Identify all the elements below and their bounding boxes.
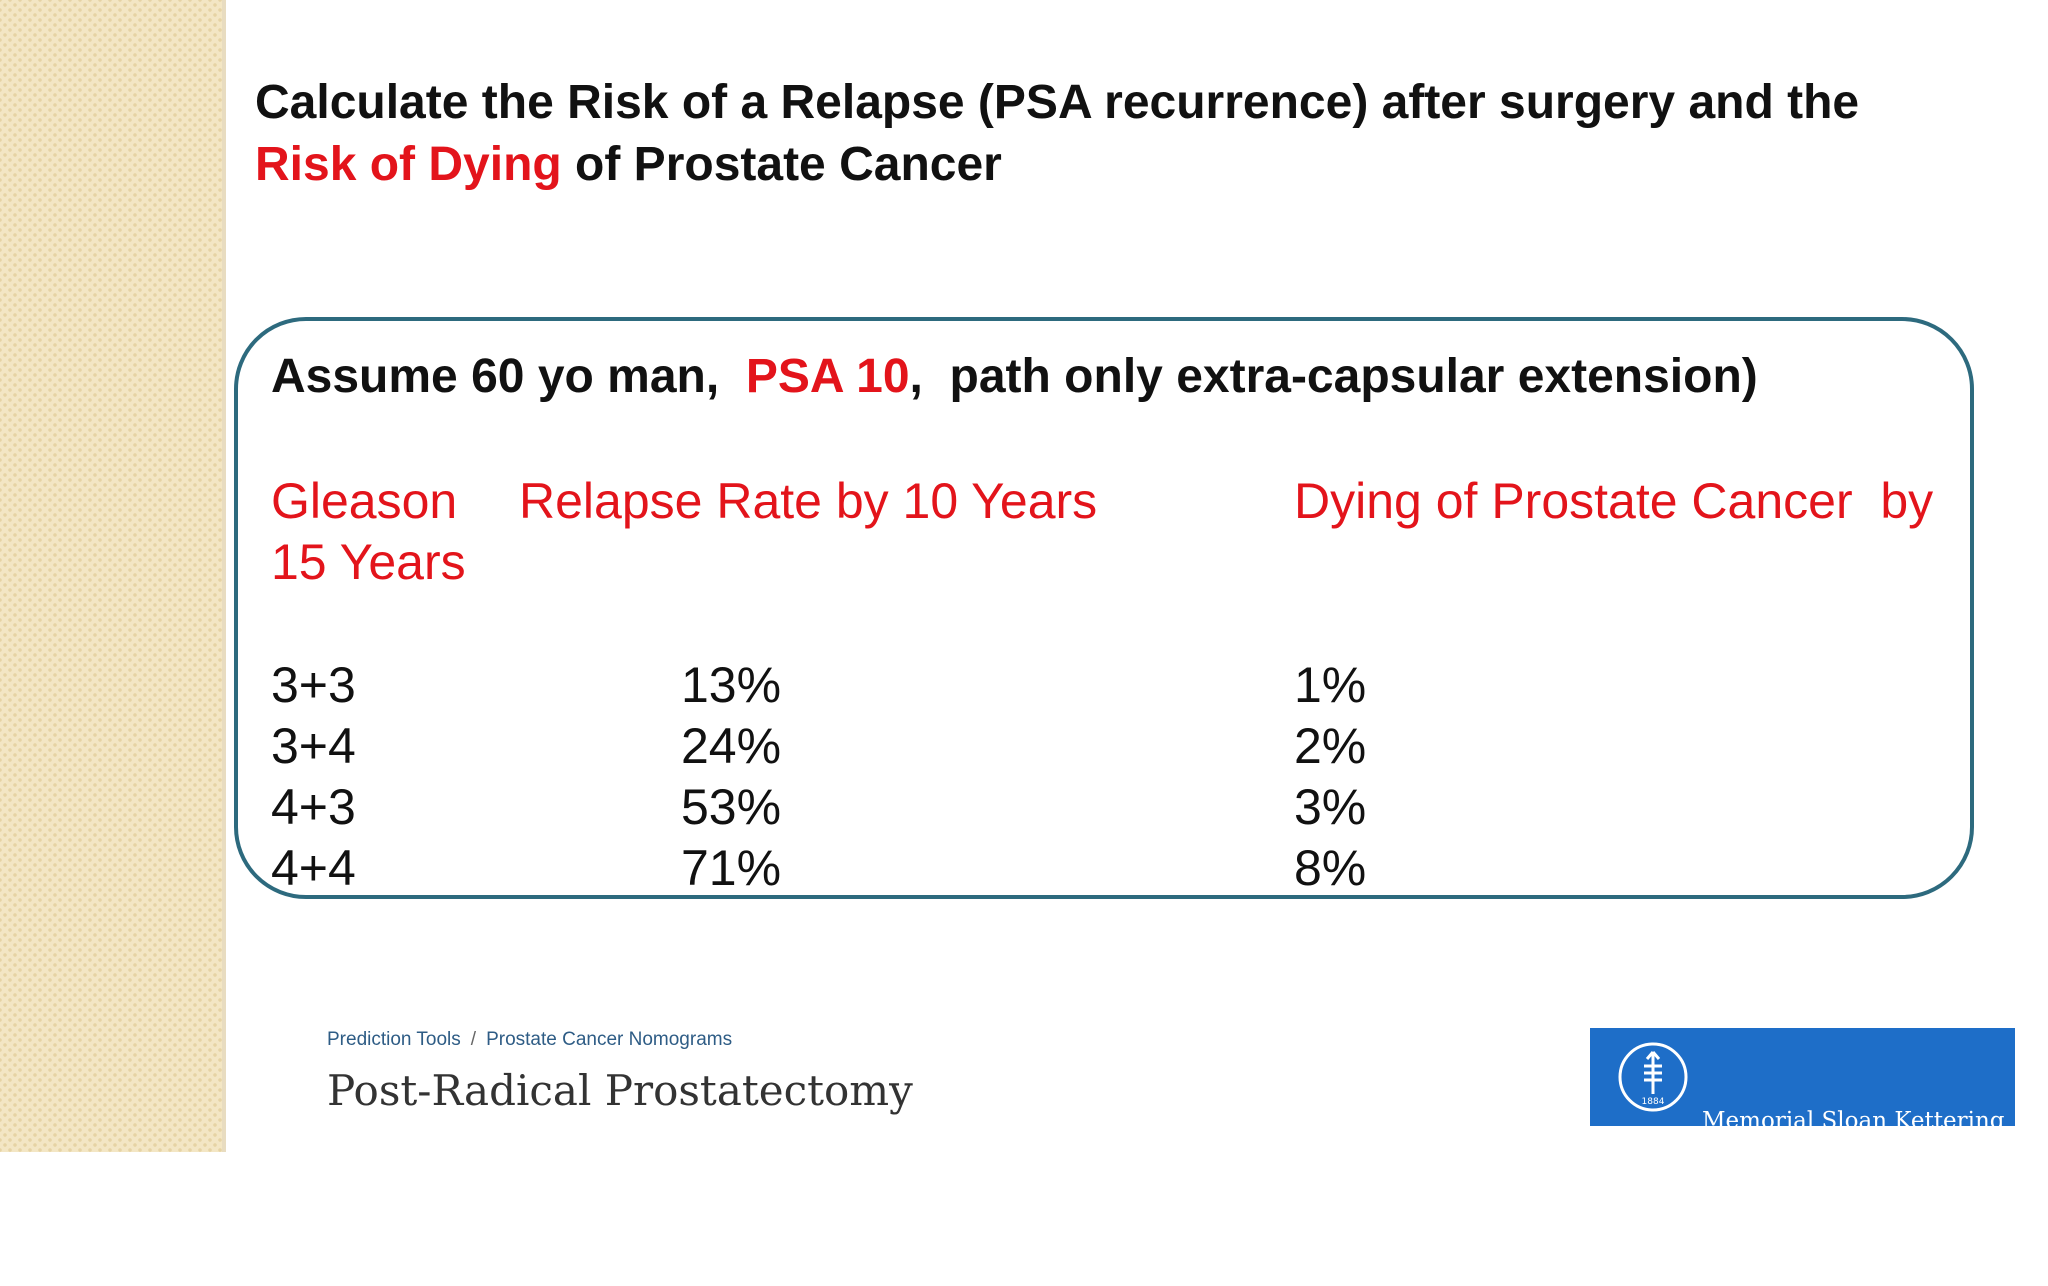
assumption-text: Assume 60 yo man, PSA 10, path only extr… (271, 349, 1758, 404)
header-dying-continued: 15 Years (271, 534, 466, 590)
table-cell-dying: 1% (1294, 657, 1367, 713)
assumption-prefix: Assume 60 yo man, (271, 350, 746, 403)
assumption-highlight: PSA 10 (745, 350, 910, 403)
table-cell-relapse: 13% (681, 657, 782, 713)
decorative-side-strip (0, 0, 226, 1152)
header-gleason: Gleason (271, 473, 458, 529)
page-subtitle: Post-Radical Prostatectomy (327, 1066, 913, 1115)
breadcrumb-separator: / (470, 1029, 477, 1050)
mskcc-emblem-icon: 1884 (1618, 1042, 1688, 1112)
breadcrumb-prediction-tools[interactable]: Prediction Tools (327, 1029, 461, 1050)
mskcc-logo: 1884 Memorial Sloan Kettering Cancer Cen… (1590, 1028, 2015, 1224)
table-cell-relapse: 53% (681, 779, 782, 835)
table-cell-relapse: 71% (681, 840, 782, 896)
table-cell-gleason: 4+3 (271, 779, 356, 835)
breadcrumb-prostate-nomograms[interactable]: Prostate Cancer Nomograms (486, 1029, 733, 1050)
logo-line-2: Cancer Center (1702, 1198, 1873, 1224)
logo-text: Memorial Sloan Kettering Cancer Center (1702, 1046, 2005, 1286)
title-line-1: Calculate the Risk of a Relapse (PSA rec… (255, 76, 1860, 129)
header-dying: Dying of Prostate Cancer by (1294, 473, 1934, 529)
header-relapse-rate: Relapse Rate by 10 Years (519, 473, 1098, 529)
table-cell-relapse: 24% (681, 718, 782, 774)
logo-line-1: Memorial Sloan Kettering (1702, 1108, 2005, 1134)
slide-title: Calculate the Risk of a Relapse (PSA rec… (255, 72, 2015, 196)
table-cell-dying: 2% (1294, 718, 1367, 774)
table-cell-dying: 8% (1294, 840, 1367, 896)
table-cell-gleason: 4+4 (271, 840, 356, 896)
table-cell-gleason: 3+4 (271, 718, 356, 774)
assumption-suffix: , path only extra-capsular extension) (909, 350, 1758, 403)
title-line-2: Risk of Dying of Prostate Cancer (255, 134, 2015, 196)
breadcrumb: Prediction Tools / Prostate Cancer Nomogra… (327, 1029, 732, 1051)
title-highlight: Risk of Dying (255, 138, 562, 191)
content-frame (234, 317, 1974, 899)
table-cell-gleason: 3+3 (271, 657, 356, 713)
table-cell-dying: 3% (1294, 779, 1367, 835)
title-line-2-rest: of Prostate Cancer (561, 138, 1002, 191)
emblem-year: 1884 (1642, 1097, 1665, 1107)
